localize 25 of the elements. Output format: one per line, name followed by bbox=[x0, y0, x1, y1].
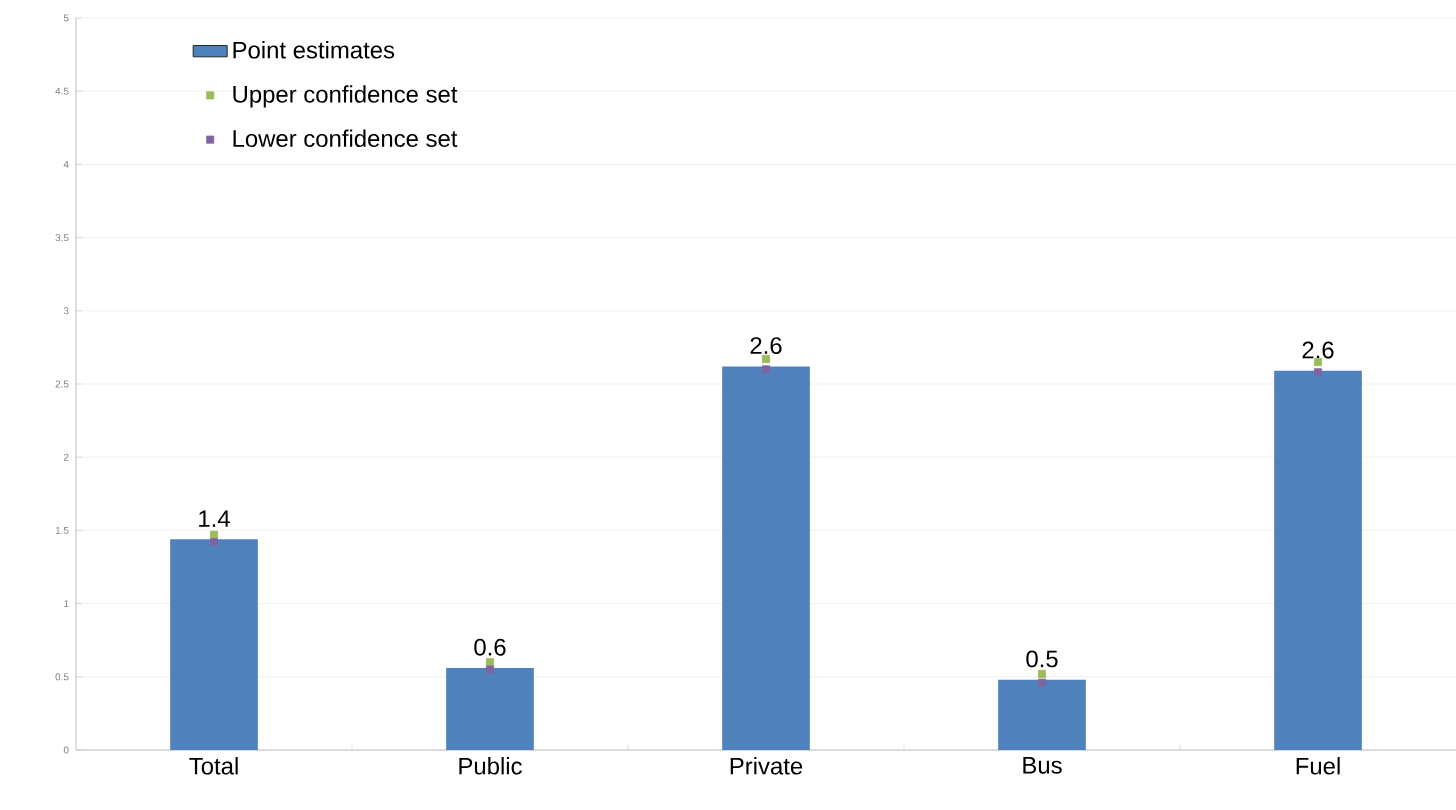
point bbox=[1314, 368, 1322, 377]
point bbox=[762, 355, 770, 364]
legend-label: Upper confidence set bbox=[233, 85, 458, 108]
bar bbox=[446, 668, 534, 750]
data-label: 1.4 bbox=[199, 510, 230, 527]
bar bbox=[1274, 370, 1362, 750]
legend-label: Lower confidence set bbox=[233, 129, 458, 147]
x-tick-label: Bus bbox=[1023, 757, 1062, 774]
data-label: 0.5 bbox=[1026, 650, 1058, 668]
x-tick-label: Total bbox=[189, 757, 238, 775]
point bbox=[762, 365, 770, 374]
bar bbox=[170, 539, 258, 750]
data-label: 2.6 bbox=[1302, 341, 1334, 359]
x-tick-label: Private bbox=[730, 757, 803, 775]
point bbox=[210, 538, 218, 547]
x-tick-label: Public bbox=[459, 757, 522, 775]
data-label: 2.6 bbox=[750, 337, 782, 355]
point bbox=[1038, 669, 1046, 678]
bar bbox=[998, 679, 1086, 750]
x-tick-label: Fuel bbox=[1296, 757, 1340, 775]
point bbox=[486, 665, 494, 674]
data-label: 0.6 bbox=[474, 638, 506, 656]
bar bbox=[722, 366, 810, 750]
legend-label: Point estimates bbox=[233, 41, 395, 59]
point bbox=[1038, 678, 1046, 687]
